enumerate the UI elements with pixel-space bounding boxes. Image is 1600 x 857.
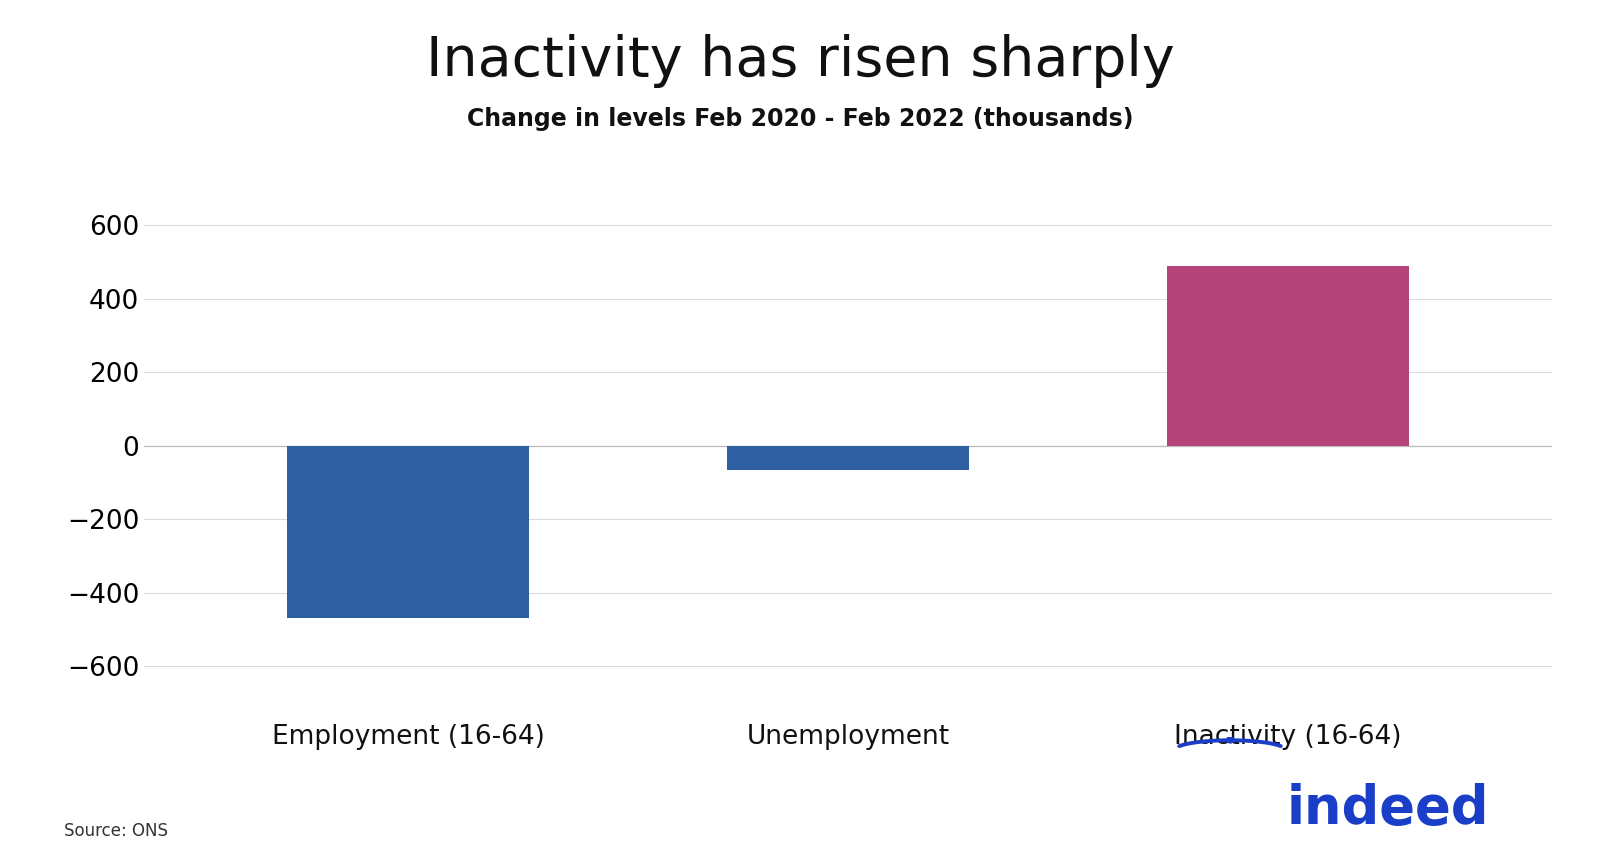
Text: Change in levels Feb 2020 - Feb 2022 (thousands): Change in levels Feb 2020 - Feb 2022 (th… bbox=[467, 107, 1133, 131]
Bar bbox=[1166, 266, 1410, 446]
Bar bbox=[286, 446, 530, 618]
Text: Inactivity has risen sharply: Inactivity has risen sharply bbox=[426, 34, 1174, 88]
Bar bbox=[726, 446, 970, 470]
Text: Source: ONS: Source: ONS bbox=[64, 822, 168, 840]
Text: indeed: indeed bbox=[1286, 783, 1490, 836]
